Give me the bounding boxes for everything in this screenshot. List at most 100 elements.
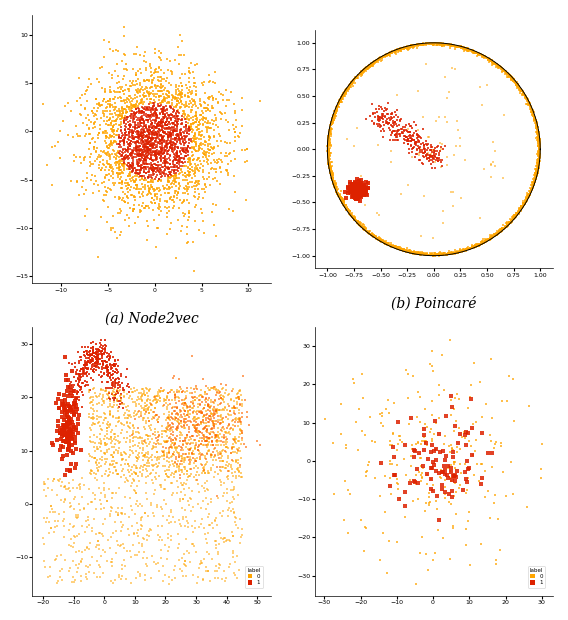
Point [113,373,122,383]
Point [154,440,164,450]
Point [232,115,241,125]
Point [122,115,131,125]
Point [454,247,463,257]
Point [513,79,523,89]
Point [177,164,186,174]
Point [135,149,144,159]
Point [130,109,139,119]
Point [63,401,72,411]
Point [533,125,542,135]
Point [106,162,115,172]
Point [184,157,193,167]
Point [416,247,425,257]
Point [214,549,223,559]
Point [343,86,352,96]
Point [492,229,501,239]
Point [374,232,383,242]
Point [130,153,139,162]
Point [331,185,340,195]
Point [141,143,150,153]
Point [170,433,179,443]
Point [97,394,106,404]
Point [345,83,354,93]
Point [527,107,536,117]
Point [533,162,542,172]
Point [323,139,332,149]
Point [352,195,361,205]
Point [89,365,98,375]
Point [379,238,388,248]
Point [86,497,95,507]
Point [341,89,350,99]
Point [150,442,159,452]
Point [144,122,153,132]
Point [116,193,125,203]
Point [134,161,143,171]
Point [529,111,538,121]
Point [170,516,179,526]
Point [199,410,208,420]
Point [187,431,196,441]
Point [345,207,354,217]
Point [85,353,94,363]
Point [429,248,438,258]
Point [176,95,185,105]
Point [181,114,190,124]
Point [102,457,111,467]
Point [149,133,158,143]
Point [143,140,152,149]
Point [355,220,364,230]
Point [91,391,101,401]
Point [344,84,353,94]
Point [143,159,152,169]
Point [105,162,114,172]
Point [111,375,120,385]
Point [377,236,386,246]
Point [73,365,82,375]
Point [405,127,414,137]
Point [375,122,385,131]
Point [108,487,117,497]
Point [421,39,431,49]
Point [198,126,207,136]
Point [181,90,190,100]
Point [135,438,144,448]
Point [218,512,227,521]
Point [148,134,157,144]
Point [75,356,84,366]
Point [154,149,163,159]
Point [509,210,519,220]
Point [95,454,105,464]
Point [441,482,450,492]
Point [205,411,214,421]
Point [83,371,92,381]
Point [355,186,364,196]
Point [169,175,178,185]
Point [116,169,126,179]
Point [69,522,78,532]
Point [416,548,425,558]
Point [533,128,542,138]
Point [515,82,524,92]
Point [333,99,343,108]
Point [138,501,147,511]
Point [191,107,201,117]
Point [356,171,365,181]
Point [68,387,77,397]
Point [361,187,370,197]
Point [214,469,223,479]
Point [103,363,112,373]
Point [142,86,151,96]
Point [378,132,387,142]
Point [467,46,477,56]
Point [382,114,391,124]
Point [51,398,60,408]
Point [183,154,193,164]
Point [444,249,453,259]
Point [122,130,131,140]
Point [514,203,523,213]
Point [141,135,150,144]
Point [178,467,187,477]
Point [533,166,542,176]
Point [533,168,542,178]
